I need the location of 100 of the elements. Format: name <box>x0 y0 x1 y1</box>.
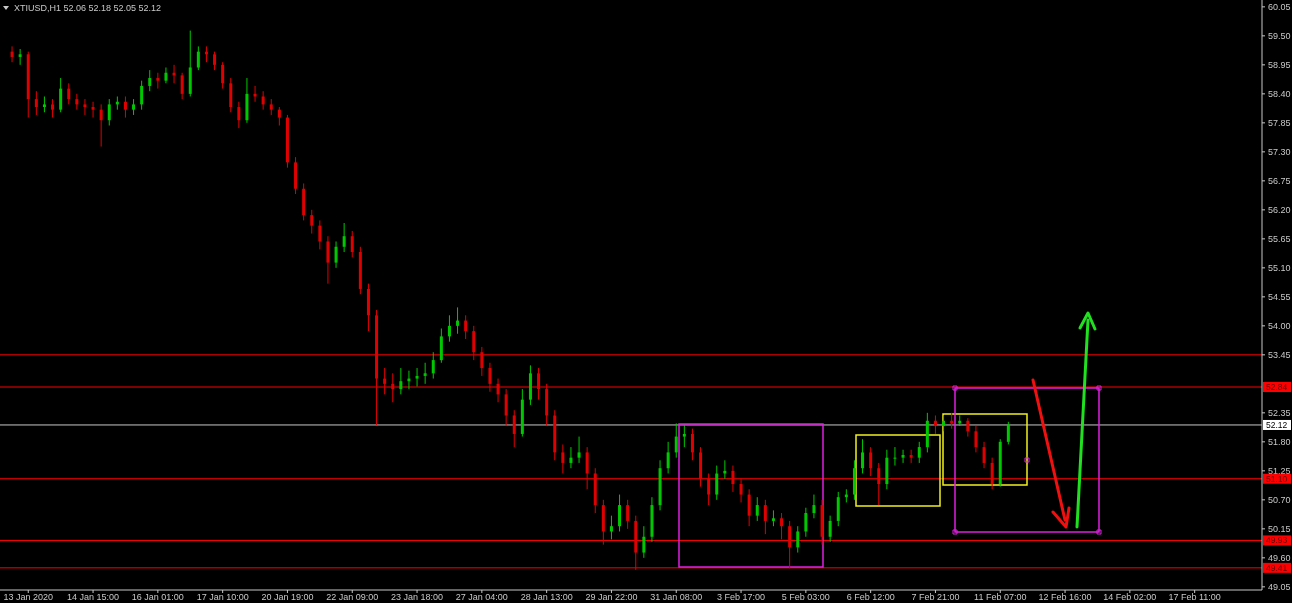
candlestick <box>731 465 735 493</box>
candlestick <box>788 520 792 569</box>
candlestick <box>107 98 111 126</box>
candlestick <box>99 103 103 148</box>
candlestick <box>609 515 613 540</box>
candlestick <box>626 499 630 530</box>
candlestick <box>180 72 184 100</box>
candlestick <box>156 72 160 90</box>
candlestick <box>213 51 217 71</box>
candlestick <box>399 367 403 395</box>
y-tick-label: 50.15 <box>1268 523 1291 534</box>
y-tick-label: 51.25 <box>1268 465 1291 476</box>
candlestick <box>148 69 152 92</box>
candlestick <box>480 346 484 377</box>
x-tick-label: 28 Jan 13:00 <box>520 592 573 602</box>
x-tick-label: 7 Feb 21:00 <box>911 592 960 602</box>
candlestick <box>690 428 694 461</box>
candlestick <box>682 424 686 448</box>
ref-line-label: 49.93 <box>1266 535 1288 546</box>
y-tick-label: 56.20 <box>1268 205 1291 215</box>
x-tick-label: 20 Jan 19:00 <box>261 592 314 602</box>
y-tick-label: 54.55 <box>1268 292 1291 302</box>
y-tick-label: 52.35 <box>1268 407 1291 418</box>
y-tick-label: 57.30 <box>1268 147 1291 157</box>
candlestick <box>318 219 322 250</box>
candlestick <box>861 438 865 474</box>
candlestick <box>755 496 759 522</box>
candlestick <box>310 209 314 235</box>
y-tick-label: 58.95 <box>1268 60 1291 70</box>
candlestick <box>933 414 937 435</box>
candlestick <box>472 325 476 361</box>
candlestick <box>83 98 87 116</box>
y-tick-label: 56.75 <box>1268 176 1291 186</box>
candlestick <box>537 367 541 401</box>
x-tick-label: 14 Jan 15:00 <box>67 592 120 602</box>
candlestick <box>982 441 986 469</box>
candlestick <box>342 222 346 253</box>
candlestick <box>350 230 354 258</box>
candlestick <box>59 77 63 113</box>
candlestick <box>966 417 970 438</box>
candlestick <box>51 98 55 119</box>
candlestick <box>391 372 395 403</box>
ref-line-label: 52.84 <box>1266 381 1288 392</box>
candlestick <box>812 494 816 519</box>
candlestick <box>10 45 14 63</box>
y-tick-label: 49.05 <box>1268 581 1291 592</box>
candlestick <box>569 446 573 469</box>
candlestick <box>877 462 881 506</box>
y-tick-label: 54.00 <box>1268 320 1291 331</box>
candlestick <box>561 443 565 474</box>
candlestick <box>464 314 468 340</box>
candlestick <box>974 425 978 453</box>
y-tick-label: 55.65 <box>1268 234 1291 244</box>
candlestick <box>196 45 200 71</box>
x-tick-label: 13 Jan 2020 <box>3 592 54 602</box>
candlestick <box>642 525 646 559</box>
candlestick <box>488 362 492 393</box>
ref-line-label: 49.41 <box>1266 562 1288 573</box>
candlestick <box>261 90 265 111</box>
x-tick-label: 12 Feb 16:00 <box>1038 592 1092 602</box>
candlestick <box>229 77 233 113</box>
y-tick-label: 58.40 <box>1268 89 1291 99</box>
candlestick <box>763 499 767 535</box>
x-tick-label: 29 Jan 22:00 <box>585 592 638 602</box>
candlestick <box>34 90 38 116</box>
candlestick <box>75 93 79 111</box>
x-tick-label: 22 Jan 09:00 <box>326 592 379 602</box>
candlestick <box>893 446 897 467</box>
y-tick-label: 59.50 <box>1268 31 1291 41</box>
candlestick <box>990 457 994 490</box>
candlestick <box>674 422 678 459</box>
candlestick <box>901 449 905 464</box>
candlestick <box>423 362 427 385</box>
candlestick <box>140 80 144 111</box>
candlestick <box>618 494 622 532</box>
candlestick <box>67 82 71 105</box>
candlestick <box>447 314 451 343</box>
candlestick <box>1006 421 1010 445</box>
candlestick <box>796 525 800 554</box>
candlestick <box>456 306 460 335</box>
candlestick <box>512 409 516 448</box>
candlestick <box>804 507 808 538</box>
candlestick <box>917 441 921 464</box>
candlestick <box>123 95 127 119</box>
y-tick-label: 55.10 <box>1268 263 1291 273</box>
candlestick <box>577 436 581 464</box>
candlestick <box>739 478 743 503</box>
ref-line-label: 51.10 <box>1266 473 1288 484</box>
y-tick-label: 60.05 <box>1268 2 1291 12</box>
ref-line-label: 52.12 <box>1266 419 1288 430</box>
candlestick <box>164 66 168 84</box>
x-tick-label: 16 Jan 01:00 <box>131 592 184 602</box>
candlestick <box>504 388 508 427</box>
candlestick <box>91 101 95 119</box>
candlestick <box>780 512 784 540</box>
x-tick-label: 5 Feb 03:00 <box>781 592 830 602</box>
candlestick <box>496 378 500 403</box>
x-tick-label: 6 Feb 12:00 <box>846 592 895 602</box>
candlestick <box>221 61 225 90</box>
x-tick-label: 14 Feb 02:00 <box>1103 592 1157 602</box>
